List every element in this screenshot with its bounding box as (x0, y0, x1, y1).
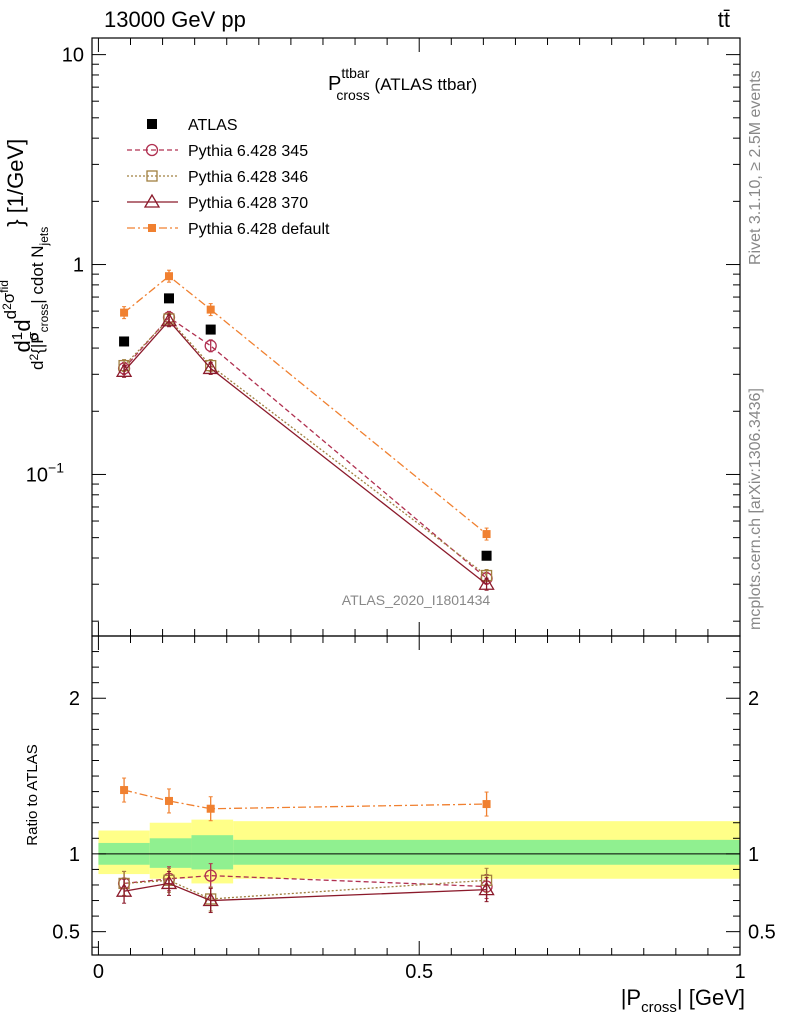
ratio-point-3-0 (120, 786, 129, 795)
main-ytick-label-0: 10−1 (26, 459, 64, 486)
ratio-series-line-2 (123, 882, 487, 902)
ratio-point-3-2 (206, 804, 215, 813)
main-point-1-2 (204, 339, 217, 352)
main-series-line-1 (123, 316, 487, 579)
main-series-line-2 (123, 318, 487, 577)
ratio-point-3-1 (164, 796, 173, 805)
legend-marker-1 (145, 143, 159, 157)
ratio-ytick-label-0: 0.5 (52, 922, 80, 944)
main-point-0-3 (481, 550, 492, 561)
legend-marker-4 (148, 224, 156, 232)
band-inner-1 (149, 838, 192, 868)
main-point-4-0 (120, 308, 129, 317)
ratio-point-3-3 (482, 800, 491, 809)
ratio-series-line-3 (123, 789, 487, 810)
xtick-label-2: 1 (734, 961, 745, 983)
band-inner-2 (191, 835, 234, 870)
ratio-ytick-label-1: 1 (69, 844, 80, 866)
legend-label-2: Pythia 6.428 346 (188, 169, 308, 186)
ratio-point-2-2 (202, 892, 219, 907)
ratio-ytick-label-right-0: 0.5 (748, 922, 776, 944)
main-point-3-2 (202, 360, 219, 375)
band-inner-3 (233, 839, 741, 865)
main-ytick-label-1: 1 (73, 255, 84, 277)
ratio-plot: 0.5 0.51 12 20 0.5 1 (52, 635, 776, 983)
xtick-label-1: 0.5 (405, 961, 433, 983)
main-point-4-2 (206, 305, 215, 314)
main-point-0-0 (119, 336, 130, 347)
legend-marker-2 (146, 170, 158, 182)
header-energy: 13000 GeV pp (104, 7, 246, 32)
ratio-point-2-3 (478, 881, 495, 896)
header-process: tt̄ (718, 7, 730, 32)
legend-label-4: Pythia 6.428 default (188, 221, 330, 238)
main-plot: 10−1 1 10 (26, 37, 741, 637)
legend-marker-3 (143, 193, 161, 208)
main-point-3-0 (115, 363, 133, 377)
main-ytick-label-2: 10 (62, 45, 84, 67)
main-series-line-4 (123, 275, 487, 535)
ratio-ytick-label-right-2: 2 (748, 688, 759, 710)
main-ylabel: d1σdd2σfidd2{|Pcross| cdot Njets} [1/GeV… (0, 139, 51, 370)
ratio-ytick-label-right-1: 1 (748, 844, 759, 866)
main-point-0-1 (163, 293, 174, 304)
main-point-0-2 (205, 324, 216, 335)
svg-text:d1σdd2σfidd2{|Pcross| cdot Nje: d1σdd2σfidd2{|Pcross| cdot Njets} [1/GeV… (0, 139, 51, 370)
legend-label-3: Pythia 6.428 370 (188, 195, 308, 212)
ratio-ytick-label-2: 2 (69, 688, 80, 710)
side-mcplots-label: mcplots.cern.ch [arXiv:1306.3436] (747, 388, 764, 630)
main-point-3-3 (478, 575, 495, 590)
ratio-point-2-1 (160, 875, 178, 890)
ratio-ylabel: Ratio to ATLAS (24, 744, 41, 845)
xtick-label-0: 0 (93, 961, 104, 983)
ratio-series-line-1 (124, 879, 487, 900)
main-point-4-3 (482, 530, 491, 539)
ratio-frame (91, 635, 741, 956)
legend: ATLAS Pythia 6.428 345 Pythia 6.428 346 Pyt… (127, 117, 330, 238)
main-point-3-1 (160, 312, 178, 327)
watermark: ATLAS_2020_I1801434 (342, 592, 491, 608)
main-title: Pttbar cross (ATLAS ttbar) (328, 65, 477, 103)
legend-label-1: Pythia 6.428 345 (188, 143, 308, 160)
legend-marker-0 (147, 119, 157, 129)
ratio-series-line-0 (124, 874, 487, 888)
ratio-xlabel: |Pcross| [GeV] (621, 985, 745, 1016)
ratio-point-2-0 (115, 882, 133, 897)
side-rivet-label: Rivet 3.1.10, ≥ 2.5M events (747, 70, 764, 265)
main-point-4-1 (164, 272, 173, 281)
legend-label-0: ATLAS (188, 117, 238, 134)
ratio-point-0-2 (204, 869, 217, 882)
main-series-line-3 (123, 319, 487, 585)
